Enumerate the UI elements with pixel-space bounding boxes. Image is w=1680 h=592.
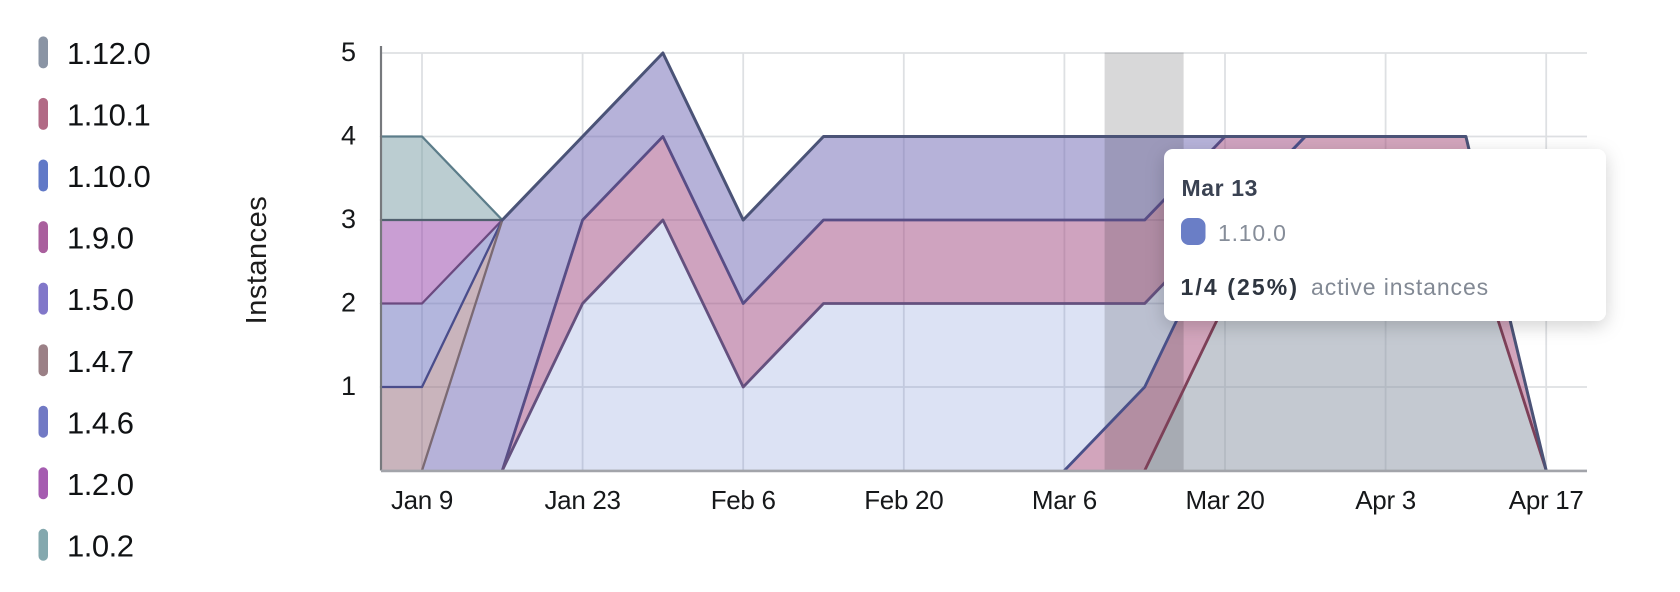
svg-text:Jan 9: Jan 9	[391, 485, 453, 515]
svg-text:Feb 20: Feb 20	[864, 485, 943, 515]
svg-text:1.10.0: 1.10.0	[67, 159, 150, 194]
svg-text:Apr 17: Apr 17	[1509, 485, 1584, 515]
svg-text:Mar 20: Mar 20	[1185, 485, 1264, 515]
svg-text:1: 1	[341, 371, 356, 401]
svg-text:1.0.2: 1.0.2	[67, 528, 133, 563]
svg-text:Feb 6: Feb 6	[711, 485, 776, 515]
svg-text:1.5.0: 1.5.0	[67, 282, 134, 317]
svg-text:1.4.7: 1.4.7	[67, 344, 133, 379]
svg-text:Mar 13: Mar 13	[1182, 175, 1258, 201]
svg-text:2: 2	[341, 287, 356, 317]
svg-text:1.10.1: 1.10.1	[67, 98, 150, 133]
svg-text:Jan 23: Jan 23	[544, 485, 620, 515]
svg-text:Instances: Instances	[241, 196, 273, 325]
svg-text:Apr 3: Apr 3	[1355, 485, 1416, 515]
svg-text:Mar 6: Mar 6	[1032, 485, 1097, 515]
svg-text:1.12.0: 1.12.0	[67, 36, 150, 71]
svg-text:active instances: active instances	[1311, 274, 1489, 300]
svg-text:5: 5	[341, 37, 356, 67]
svg-text:4: 4	[341, 120, 356, 150]
svg-text:1/4 (25%): 1/4 (25%)	[1181, 274, 1300, 300]
svg-text:3: 3	[341, 204, 356, 234]
svg-text:1.2.0: 1.2.0	[67, 467, 134, 502]
svg-text:1.9.0: 1.9.0	[67, 221, 134, 256]
svg-text:1.4.6: 1.4.6	[67, 405, 133, 440]
svg-text:1.10.0: 1.10.0	[1218, 220, 1287, 246]
